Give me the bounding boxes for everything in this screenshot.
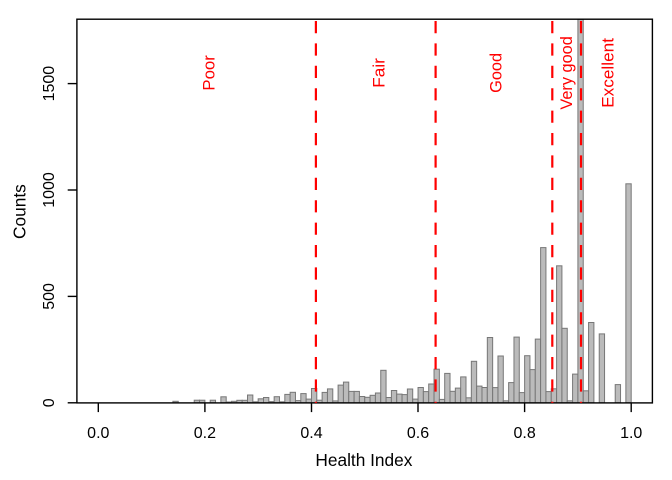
svg-text:Health Index: Health Index [315, 450, 412, 470]
svg-text:0: 0 [41, 398, 58, 407]
svg-text:Poor: Poor [200, 55, 219, 91]
svg-text:0.4: 0.4 [300, 425, 322, 442]
svg-text:0.0: 0.0 [87, 425, 109, 442]
svg-text:Counts: Counts [10, 184, 30, 239]
svg-text:Excellent: Excellent [599, 38, 618, 108]
svg-text:0.6: 0.6 [407, 425, 429, 442]
svg-text:Very good: Very good [557, 36, 576, 109]
svg-text:Good: Good [487, 53, 506, 93]
svg-text:0.8: 0.8 [513, 425, 535, 442]
svg-text:0.2: 0.2 [194, 425, 216, 442]
svg-text:1000: 1000 [41, 172, 58, 208]
svg-text:1500: 1500 [41, 66, 58, 102]
svg-text:Fair: Fair [369, 58, 388, 88]
svg-text:500: 500 [41, 283, 58, 310]
svg-text:1.0: 1.0 [620, 425, 642, 442]
